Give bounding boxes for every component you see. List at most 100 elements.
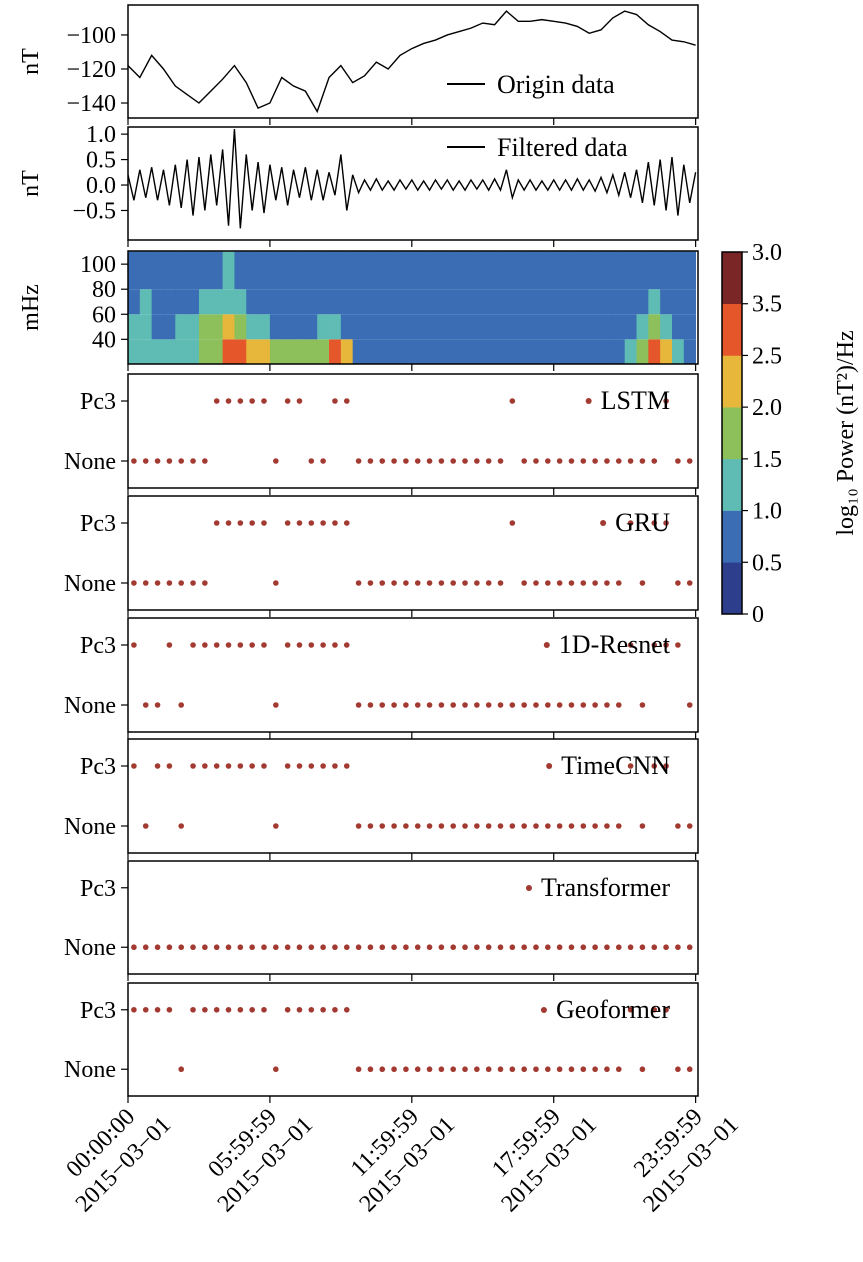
class-point — [296, 520, 303, 526]
heat-cell — [506, 251, 519, 290]
class-point — [675, 823, 681, 829]
heat-cell — [329, 339, 342, 365]
heat-cell — [459, 289, 472, 315]
class-point — [249, 520, 255, 526]
legend-label: 1D-Resnet — [559, 630, 671, 659]
heat-cell — [399, 314, 413, 340]
class-point — [320, 1006, 326, 1013]
class-point — [580, 944, 587, 951]
heat-cell — [612, 314, 626, 340]
colorbar-band — [722, 458, 742, 511]
heat-cell — [163, 339, 176, 365]
colorbar-frame — [721, 251, 743, 615]
class-point — [142, 944, 149, 951]
y-tick-label: −100 — [66, 23, 116, 49]
class-point — [426, 1066, 433, 1073]
heat-cell — [447, 314, 460, 340]
class-point — [545, 944, 551, 951]
class-point — [627, 1006, 634, 1013]
class-point — [343, 763, 350, 769]
heat-cell — [577, 339, 590, 365]
y-tick-label: −0.5 — [72, 198, 116, 224]
heat-cell — [269, 289, 283, 315]
class-point — [474, 702, 480, 708]
legend-label: Geoformer — [556, 995, 670, 1024]
heat-cell — [589, 251, 602, 290]
heat-cell — [541, 289, 555, 315]
heat-cell — [305, 251, 318, 290]
y-axis-label: mHz — [18, 284, 44, 331]
class-point — [568, 823, 575, 829]
class-point — [627, 763, 634, 769]
class-point — [320, 458, 326, 464]
heat-cell — [210, 251, 224, 290]
heat-cell — [151, 314, 164, 340]
class-point — [308, 1006, 315, 1013]
heat-cell — [258, 314, 271, 340]
heat-cell — [175, 251, 188, 290]
heat-cell — [435, 251, 448, 290]
class-point — [261, 398, 267, 404]
heat-cell — [352, 339, 365, 365]
heat-cell — [447, 251, 460, 290]
class-point — [284, 1006, 291, 1013]
class-point — [568, 702, 575, 708]
heat-cell — [565, 339, 578, 365]
class-point — [261, 520, 267, 526]
y-tick-label: Pc3 — [80, 389, 116, 415]
heat-cell — [636, 339, 649, 365]
class-point — [202, 763, 208, 769]
class-point — [367, 1066, 374, 1073]
class-point — [166, 763, 173, 769]
heat-cell — [660, 289, 673, 315]
class-point — [509, 398, 516, 404]
class-point — [367, 458, 374, 464]
heat-cell — [128, 314, 141, 340]
heat-cell — [139, 289, 153, 315]
class-point — [580, 458, 587, 464]
class-point — [296, 763, 303, 769]
heat-cell — [577, 314, 590, 340]
heat-cell — [459, 314, 472, 340]
class-point — [521, 580, 527, 586]
heat-cell — [293, 251, 306, 290]
class-point — [663, 398, 669, 404]
data-line — [127, 10, 696, 114]
class-point — [485, 702, 492, 708]
heat-cell — [246, 314, 259, 340]
class-point — [568, 1066, 575, 1073]
heat-cell — [352, 289, 365, 315]
class-point — [202, 1006, 208, 1013]
class-point — [213, 1006, 220, 1013]
legend-marker — [543, 642, 550, 648]
heat-cell — [163, 289, 176, 315]
heat-cell — [589, 314, 602, 340]
heat-cell — [222, 289, 235, 315]
heat-cell — [589, 339, 602, 365]
class-point — [237, 763, 244, 769]
heat-cell — [624, 289, 637, 315]
class-point — [379, 458, 386, 464]
colorbar-band — [722, 303, 742, 356]
heat-cell — [269, 339, 283, 365]
heat-cell — [612, 289, 626, 315]
y-tick-label: 0.5 — [86, 148, 116, 174]
class-point — [284, 398, 291, 404]
heat-cell — [128, 289, 141, 315]
class-point — [615, 702, 622, 708]
heat-cell — [470, 314, 484, 340]
class-point — [213, 944, 220, 951]
heat-cell — [553, 339, 566, 365]
heat-cell — [139, 314, 153, 340]
heat-cell — [636, 289, 649, 315]
heat-cell — [234, 251, 247, 290]
class-point — [237, 398, 244, 404]
heat-cell — [281, 251, 294, 290]
class-point — [166, 1006, 173, 1013]
class-point — [178, 702, 185, 708]
class-point — [379, 580, 386, 586]
class-point — [485, 580, 492, 586]
class-point — [497, 580, 504, 586]
class-point — [403, 823, 409, 829]
class-point — [237, 642, 244, 648]
